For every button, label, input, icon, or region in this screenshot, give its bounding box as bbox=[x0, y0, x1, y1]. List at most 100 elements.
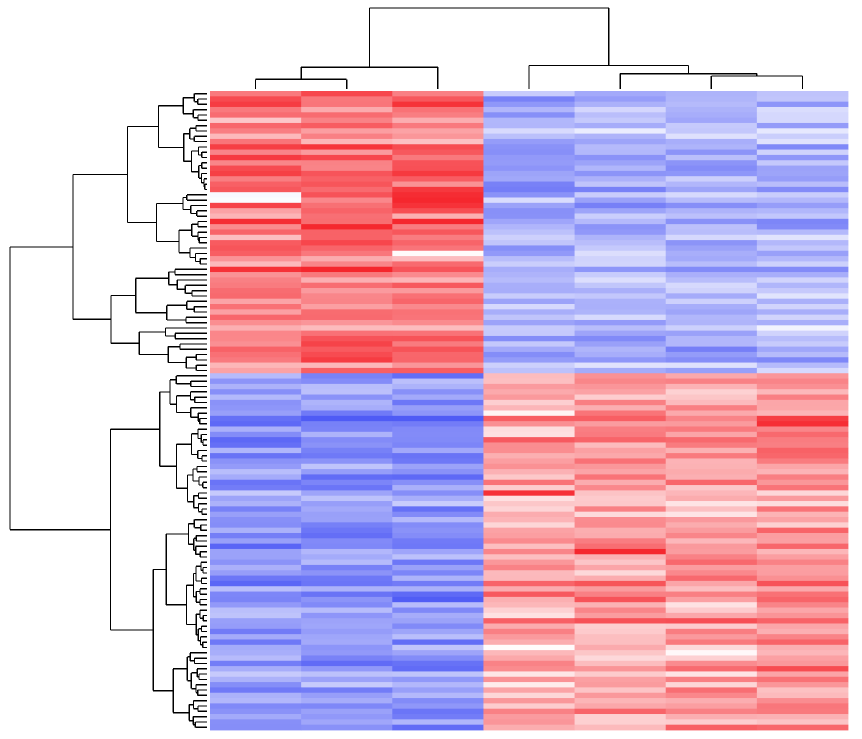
heatmap-cell bbox=[392, 373, 484, 379]
heatmap-cell bbox=[574, 719, 667, 726]
heatmap-cell bbox=[665, 261, 758, 268]
heatmap-grid bbox=[210, 91, 849, 731]
heatmap-cell bbox=[756, 623, 849, 630]
heatmap-cell bbox=[210, 586, 302, 592]
heatmap-cell bbox=[756, 671, 849, 678]
heatmap-cell bbox=[756, 570, 849, 576]
heatmap-cell bbox=[301, 634, 393, 640]
heatmap-cell bbox=[210, 266, 302, 273]
heatmap-cell bbox=[392, 554, 484, 561]
heatmap-cell bbox=[483, 564, 575, 571]
heatmap-cell bbox=[665, 426, 758, 433]
heatmap-cell bbox=[301, 330, 393, 337]
heatmap-cell bbox=[301, 117, 393, 124]
heatmap-cell bbox=[392, 304, 484, 310]
heatmap-cell bbox=[665, 96, 758, 103]
heatmap-cell bbox=[483, 288, 575, 294]
heatmap-cell bbox=[210, 160, 302, 166]
heatmap-cell bbox=[665, 639, 758, 646]
heatmap-cell bbox=[483, 644, 575, 651]
heatmap-cell bbox=[392, 453, 484, 459]
heatmap-cell bbox=[574, 607, 667, 614]
heatmap-cell bbox=[301, 580, 393, 587]
heatmap-cell bbox=[210, 202, 302, 209]
heatmap-cell bbox=[210, 341, 302, 347]
heatmap-cell bbox=[483, 399, 575, 406]
heatmap-cell bbox=[756, 410, 849, 417]
heatmap-cell bbox=[665, 607, 758, 614]
heatmap-cell bbox=[756, 591, 849, 598]
heatmap-cell bbox=[756, 474, 849, 481]
heatmap-cell bbox=[392, 623, 484, 630]
heatmap-cell bbox=[756, 607, 849, 614]
heatmap-cell bbox=[301, 703, 393, 710]
heatmap-cell bbox=[574, 676, 667, 683]
heatmap-cell bbox=[483, 309, 575, 316]
heatmap-cell bbox=[665, 229, 758, 236]
heatmap-cell bbox=[665, 367, 758, 374]
heatmap-cell bbox=[574, 543, 667, 550]
heatmap-cell bbox=[392, 485, 484, 491]
heatmap-cell bbox=[483, 272, 575, 278]
heatmap-cell bbox=[392, 133, 484, 140]
heatmap-cell bbox=[210, 165, 302, 172]
heatmap-cell bbox=[574, 469, 667, 475]
heatmap-cell bbox=[392, 570, 484, 576]
heatmap-cell bbox=[483, 458, 575, 465]
heatmap-cell bbox=[483, 442, 575, 449]
heatmap-cell bbox=[392, 532, 484, 539]
heatmap-cell bbox=[392, 288, 484, 294]
heatmap-cell bbox=[665, 463, 758, 470]
heatmap-cell bbox=[392, 666, 484, 672]
heatmap-cell bbox=[392, 564, 484, 571]
heatmap-cell bbox=[574, 618, 667, 624]
heatmap-cell bbox=[665, 101, 758, 108]
heatmap-cell bbox=[756, 687, 849, 694]
heatmap-cell bbox=[574, 304, 667, 310]
heatmap-cell bbox=[483, 655, 575, 662]
heatmap-cell bbox=[483, 703, 575, 710]
heatmap-cell bbox=[756, 522, 849, 529]
heatmap-cell bbox=[574, 644, 667, 651]
heatmap-cell bbox=[574, 202, 667, 209]
heatmap-cell bbox=[483, 181, 575, 188]
heatmap-cell bbox=[210, 532, 302, 539]
heatmap-cell bbox=[301, 128, 393, 135]
heatmap-cell bbox=[483, 335, 575, 342]
heatmap-cell bbox=[210, 538, 302, 545]
heatmap-cell bbox=[756, 362, 849, 369]
heatmap-cell bbox=[210, 570, 302, 576]
heatmap-cell bbox=[574, 490, 667, 497]
heatmap-cell bbox=[483, 298, 575, 305]
heatmap-cell bbox=[210, 724, 302, 731]
heatmap-cell bbox=[483, 421, 575, 427]
heatmap-cell bbox=[392, 282, 484, 289]
heatmap-cell bbox=[392, 293, 484, 300]
heatmap-cell bbox=[665, 335, 758, 342]
heatmap-cell bbox=[301, 256, 393, 262]
heatmap-cell bbox=[301, 282, 393, 289]
heatmap-cell bbox=[483, 234, 575, 241]
heatmap-cell bbox=[301, 176, 393, 182]
heatmap-cell bbox=[392, 91, 484, 97]
heatmap-cell bbox=[665, 197, 758, 204]
heatmap-cell bbox=[756, 682, 849, 688]
heatmap-cell bbox=[756, 330, 849, 337]
heatmap-cell bbox=[392, 596, 484, 603]
heatmap-cell bbox=[392, 612, 484, 619]
heatmap-cell bbox=[301, 538, 393, 545]
heatmap-cell bbox=[665, 277, 758, 284]
heatmap-cell bbox=[574, 410, 667, 417]
heatmap-cell bbox=[574, 218, 667, 225]
heatmap-cell bbox=[574, 495, 667, 502]
heatmap-cell bbox=[392, 362, 484, 369]
heatmap-cell bbox=[392, 144, 484, 150]
heatmap-cell bbox=[210, 671, 302, 678]
heatmap-cell bbox=[483, 554, 575, 561]
heatmap-cell bbox=[574, 149, 667, 156]
heatmap-cell bbox=[756, 714, 849, 720]
heatmap-cell bbox=[574, 154, 667, 161]
heatmap-cell bbox=[483, 192, 575, 198]
heatmap-cell bbox=[574, 91, 667, 97]
